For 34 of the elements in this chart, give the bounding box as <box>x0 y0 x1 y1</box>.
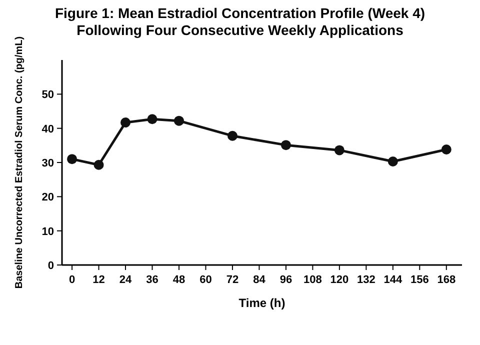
x-tick-label: 12 <box>92 274 105 286</box>
point <box>280 140 291 150</box>
x-tick-label: 36 <box>146 274 158 286</box>
x-tick-label: 132 <box>357 274 376 286</box>
point <box>388 156 398 166</box>
point <box>174 116 184 126</box>
x-tick-label: 84 <box>253 274 266 286</box>
y-tick-label: 10 <box>42 226 54 238</box>
x-tick-label: 168 <box>437 274 456 286</box>
y-tick-label: 50 <box>42 89 54 102</box>
x-axis-title: Time (h) <box>238 296 286 310</box>
point <box>441 144 452 155</box>
x-tick-label: 0 <box>68 274 76 286</box>
point <box>334 145 344 156</box>
point <box>67 154 78 164</box>
point <box>147 114 158 124</box>
x-tick-label: 96 <box>280 274 292 286</box>
point <box>120 118 131 128</box>
y-tick-label: 20 <box>42 192 54 204</box>
point <box>227 130 238 141</box>
point <box>94 160 104 170</box>
x-tick-label: 144 <box>384 274 403 286</box>
x-tick-label: 24 <box>119 274 132 286</box>
y-tick-label: 0 <box>48 260 54 272</box>
y-tick-label: 30 <box>42 158 54 170</box>
chart-title: Figure 1: Mean Estradiol Concentration Profile (Week 4) Following Four Consecutive Weekly Applications <box>54 5 426 38</box>
x-tick-label: 48 <box>172 274 186 286</box>
x-tick-label: 60 <box>200 274 212 286</box>
x-tick-label: 120 <box>330 274 349 286</box>
x-tick-label: 72 <box>226 274 239 286</box>
x-tick-label: 156 <box>410 274 429 286</box>
y-tick-label: 40 <box>42 123 54 136</box>
y-axis-title: Baseline Uncorrected Estradiol Serum Conc. (pg/mL) <box>14 36 25 289</box>
x-tick-label: 108 <box>304 274 322 286</box>
